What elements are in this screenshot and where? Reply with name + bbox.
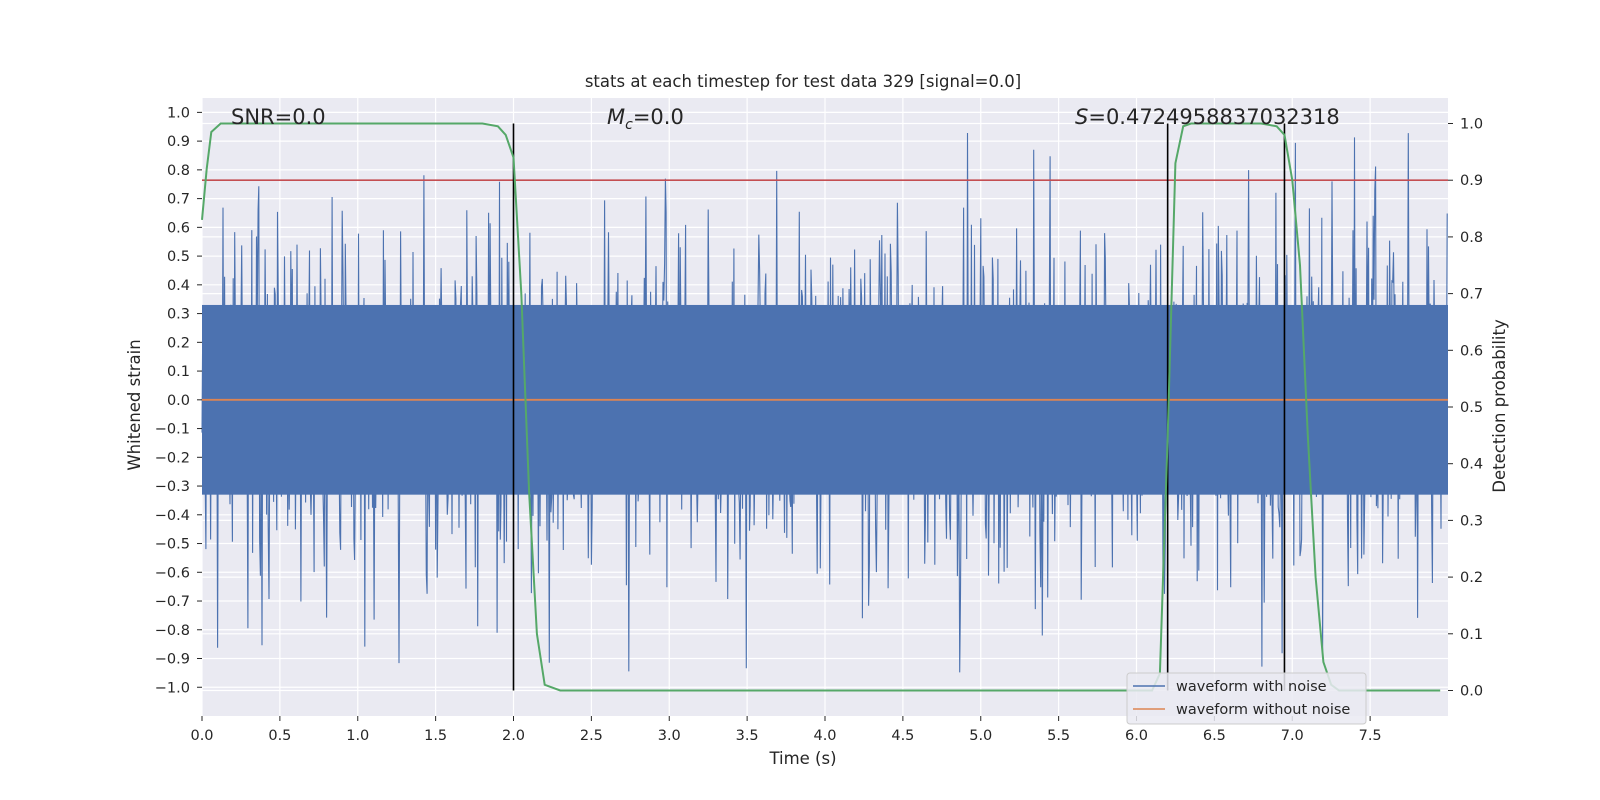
s-statistic-annotation: S=0.4724958837032318	[1075, 105, 1340, 129]
y-tick-label: −0.2	[155, 450, 190, 466]
x-tick-label: 2.0	[502, 728, 525, 744]
y-tick-label: 0.2	[167, 335, 190, 351]
y-tick-label: 1.0	[167, 105, 190, 121]
x-tick-label: 6.5	[1203, 728, 1226, 744]
y-tick-label: −0.8	[155, 623, 190, 639]
y-tick-label: −0.7	[155, 594, 190, 610]
legend-label-clean: waveform without noise	[1176, 702, 1350, 718]
x-tick-label: 5.5	[1047, 728, 1070, 744]
y2-tick-label: 0.5	[1460, 400, 1483, 416]
x-tick-label: 1.0	[346, 728, 369, 744]
y-tick-label: 0.7	[167, 192, 190, 208]
y2-tick-label: 0.4	[1460, 457, 1483, 473]
y2-tick-label: 0.7	[1460, 287, 1483, 303]
legend-label-noisy: waveform with noise	[1176, 679, 1327, 695]
legend: waveform with noise waveform without noi…	[1126, 672, 1367, 725]
x-tick-label: 1.5	[424, 728, 447, 744]
y2-tick-label: 0.2	[1460, 570, 1483, 586]
x-tick-label: 5.0	[969, 728, 992, 744]
x-tick-label: 2.5	[580, 728, 603, 744]
y-tick-label: −0.5	[155, 537, 190, 553]
x-tick-label: 4.0	[813, 728, 836, 744]
y-tick-label: −0.3	[155, 479, 190, 495]
y2-tick-label: 0.9	[1460, 173, 1483, 189]
y-tick-label: −0.6	[155, 565, 190, 581]
y-tick-label: −1.0	[155, 680, 190, 696]
x-axis-label: Time (s)	[768, 749, 836, 768]
y-tick-label: 0.1	[167, 364, 190, 380]
y-tick-label: 0.8	[167, 163, 190, 179]
x-tick-label: 7.0	[1281, 728, 1304, 744]
x-tick-label: 3.5	[736, 728, 759, 744]
x-tick-label: 7.5	[1359, 728, 1382, 744]
x-tick-label: 3.0	[658, 728, 681, 744]
x-tick-label: 0.0	[190, 728, 213, 744]
y2-tick-label: 0.8	[1460, 230, 1483, 246]
y-tick-label: 0.0	[167, 393, 190, 409]
y2-tick-label: 0.0	[1460, 683, 1483, 699]
y-tick-label: −0.1	[155, 422, 190, 438]
y2-tick-label: 0.1	[1460, 627, 1483, 643]
y2-tick-label: 0.3	[1460, 513, 1483, 529]
y-tick-label: 0.4	[167, 278, 190, 294]
x-tick-label: 6.0	[1125, 728, 1148, 744]
y2-tick-label: 0.6	[1460, 343, 1483, 359]
legend-box	[1126, 672, 1367, 725]
chirp-mass-annotation: Mc=0.0	[607, 105, 684, 133]
y-tick-label: 0.9	[167, 134, 190, 150]
y-tick-label: −0.4	[155, 508, 190, 524]
y-axis-label: Whitened strain	[125, 339, 144, 470]
chart-title: stats at each timestep for test data 329…	[585, 72, 1021, 91]
x-tick-label: 4.5	[891, 728, 914, 744]
y2-axis-label: Detection probability	[1490, 319, 1509, 493]
y-tick-label: 0.3	[167, 307, 190, 323]
y2-tick-label: 1.0	[1460, 117, 1483, 133]
y-tick-label: 0.6	[167, 220, 190, 236]
y-tick-label: −0.9	[155, 652, 190, 668]
x-tick-label: 0.5	[268, 728, 291, 744]
snr-annotation: SNR=0.0	[231, 105, 326, 129]
y-tick-label: 0.5	[167, 249, 190, 265]
